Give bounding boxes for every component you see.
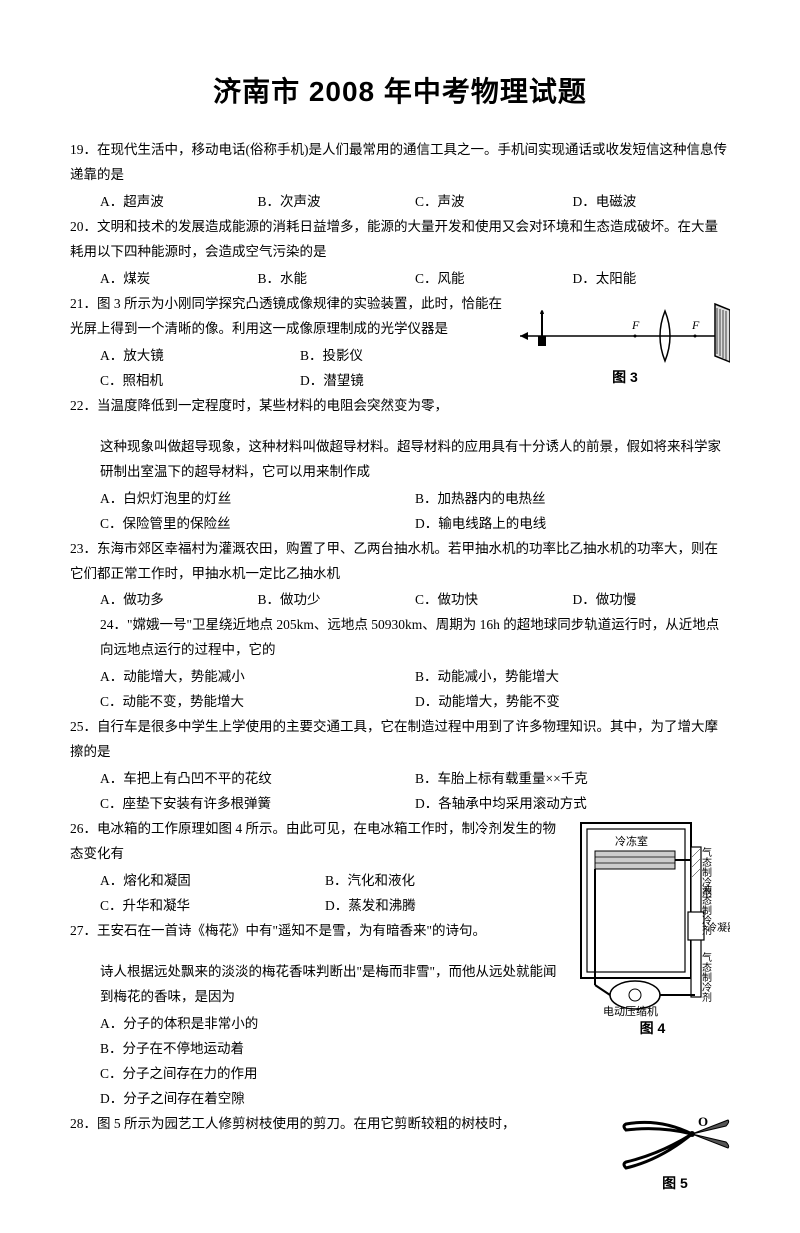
q25-opt-d: D．各轴承中均采用滚动方式 (415, 792, 730, 817)
q21-opt-c: C．照相机 (100, 369, 300, 394)
question-25: 25．自行车是很多中学生上学使用的主要交通工具，它在制造过程中用到了许多物理知识… (70, 715, 730, 765)
q24-opt-a: A．动能增大，势能减小 (100, 665, 415, 690)
refrigerator-diagram-icon: 冷冻室 (575, 817, 730, 1017)
q26-opt-c: C．升华和凝华 (100, 894, 325, 919)
q19-opt-b: B．次声波 (258, 190, 416, 215)
q22-stem1: 当温度降低到一定程度时，某些材料的电阻会突然变为零， (97, 398, 448, 413)
q22-options-row1: A．白炽灯泡里的灯丝 B．加热器内的电热丝 (70, 487, 730, 512)
q23-opt-a: A．做功多 (100, 588, 258, 613)
q21-options-row1: A．放大镜 B．投影仪 (70, 344, 500, 369)
q24-opt-b: B．动能减小，势能增大 (415, 665, 730, 690)
q23-options: A．做功多 B．做功少 C．做功快 D．做功慢 (70, 588, 730, 613)
q20-opt-d: D．太阳能 (573, 267, 731, 292)
svg-text:气态制冷剂: 气态制冷剂 (700, 951, 712, 1003)
svg-text:电动压缩机: 电动压缩机 (603, 1004, 658, 1017)
q22-options-row2: C．保险管里的保险丝 D．输电线路上的电线 (70, 512, 730, 537)
q24-options-row1: A．动能增大，势能减小 B．动能减小，势能增大 (70, 665, 730, 690)
lens-diagram-icon: F F (520, 296, 730, 366)
q21-options-row2: C．照相机 D．潜望镜 (70, 369, 500, 394)
q24-opt-c: C．动能不变，势能增大 (100, 690, 415, 715)
question-20: 20．文明和技术的发展造成能源的消耗日益增多，能源的大量开发和使用又会对环境和生… (70, 215, 730, 265)
q21-block: F F 图 3 21．图 3 所示为小刚同学探究凸透镜成像规律的实验装置，此时，… (70, 292, 730, 421)
figure-3: F F 图 3 (520, 296, 730, 388)
q19-options: A．超声波 B．次声波 C．声波 D．电磁波 (70, 190, 730, 215)
svg-text:冷凝器: 冷凝器 (707, 921, 730, 934)
q26-number: 26． (70, 821, 97, 836)
q20-opt-c: C．风能 (415, 267, 573, 292)
figure-3-caption: 图 3 (520, 368, 730, 388)
q22-stem2: 这种现象叫做超导现象，这种材料叫做超导材料。超导材料的应用具有十分诱人的前景，假… (70, 435, 730, 485)
exam-page: 济南市 2008 年中考物理试题 19．在现代生活中，移动电话(俗称手机)是人们… (0, 0, 800, 1233)
q26-opt-d: D．蒸发和沸腾 (325, 894, 550, 919)
q22-opt-b: B．加热器内的电热丝 (415, 487, 730, 512)
q25-opt-a: A．车把上有凸凹不平的花纹 (100, 767, 415, 792)
q27-stem1: 王安石在一首诗《梅花》中有"遥知不是雪，为有暗香来"的诗句。 (97, 923, 486, 938)
q25-stem: 自行车是很多中学生上学使用的主要交通工具，它在制造过程中用到了许多物理知识。其中… (70, 719, 718, 759)
q19-opt-a: A．超声波 (100, 190, 258, 215)
q20-opt-a: A．煤炭 (100, 267, 258, 292)
q27-opt-c: C．分子之间存在力的作用 (100, 1062, 730, 1087)
q28-stem: 图 5 所示为园艺工人修剪树枝使用的剪刀。在用它剪断较粗的树枝时， (97, 1116, 516, 1131)
q23-opt-d: D．做功慢 (573, 588, 731, 613)
q27-opt-b: B．分子在不停地运动着 (100, 1037, 730, 1062)
question-22: 22．当温度降低到一定程度时，某些材料的电阻会突然变为零， (70, 394, 730, 419)
q21-stem: 图 3 所示为小刚同学探究凸透镜成像规律的实验装置，此时，恰能在光屏上得到一个清… (70, 296, 502, 336)
figure-4-caption: 图 4 (575, 1019, 730, 1039)
figure-4: 冷冻室 (575, 817, 730, 1039)
q21-number: 21． (70, 296, 97, 311)
page-title: 济南市 2008 年中考物理试题 (70, 70, 730, 110)
q23-opt-c: C．做功快 (415, 588, 573, 613)
q23-stem: 东海市郊区幸福村为灌溉农田，购置了甲、乙两台抽水机。若甲抽水机的功率比乙抽水机的… (70, 541, 718, 581)
q26-stem: 电冰箱的工作原理如图 4 所示。由此可见，在电冰箱工作时，制冷剂发生的物态变化有 (70, 821, 556, 861)
q26-27-block: 冷冻室 (70, 817, 730, 1112)
q25-options-row1: A．车把上有凸凹不平的花纹 B．车胎上标有载重量××千克 (70, 767, 730, 792)
q25-number: 25． (70, 719, 97, 734)
scissors-icon: O (620, 1112, 730, 1172)
svg-text:F: F (631, 318, 640, 332)
q28-number: 28． (70, 1116, 97, 1131)
svg-text:冷冻室: 冷冻室 (615, 834, 648, 848)
svg-text:F: F (691, 318, 700, 332)
q24-number: 24． (100, 617, 127, 632)
q26-options-row1: A．熔化和凝固 B．汽化和液化 (70, 869, 550, 894)
q19-opt-c: C．声波 (415, 190, 573, 215)
figure-5: O 图 5 (620, 1112, 730, 1194)
q23-number: 23． (70, 541, 97, 556)
q26-opt-b: B．汽化和液化 (325, 869, 550, 894)
q25-opt-b: B．车胎上标有载重量××千克 (415, 767, 730, 792)
q19-number: 19． (70, 142, 97, 157)
q26-opt-a: A．熔化和凝固 (100, 869, 325, 894)
q24-opt-d: D．动能增大，势能不变 (415, 690, 730, 715)
q20-options: A．煤炭 B．水能 C．风能 D．太阳能 (70, 267, 730, 292)
q25-opt-c: C．座垫下安装有许多根弹簧 (100, 792, 415, 817)
question-23: 23．东海市郊区幸福村为灌溉农田，购置了甲、乙两台抽水机。若甲抽水机的功率比乙抽… (70, 537, 730, 587)
q22-opt-a: A．白炽灯泡里的灯丝 (100, 487, 415, 512)
q24-stem: "嫦娥一号"卫星绕近地点 205km、远地点 50930km、周期为 16h 的… (100, 617, 719, 657)
q21-opt-b: B．投影仪 (300, 344, 500, 369)
q19-opt-d: D．电磁波 (573, 190, 731, 215)
q21-opt-a: A．放大镜 (100, 344, 300, 369)
svg-text:O: O (698, 1114, 708, 1129)
question-24: 24．"嫦娥一号"卫星绕近地点 205km、远地点 50930km、周期为 16… (70, 613, 730, 663)
q27-number: 27． (70, 923, 97, 938)
figure-5-caption: 图 5 (620, 1174, 730, 1194)
q23-opt-b: B．做功少 (258, 588, 416, 613)
q19-stem: 在现代生活中，移动电话(俗称手机)是人们最常用的通信工具之一。手机间实现通话或收… (70, 142, 727, 182)
q27-opt-d: D．分子之间存在着空隙 (100, 1087, 730, 1112)
q20-number: 20． (70, 219, 97, 234)
q24-options-row2: C．动能不变，势能增大 D．动能增大，势能不变 (70, 690, 730, 715)
q20-opt-b: B．水能 (258, 267, 416, 292)
q22-opt-d: D．输电线路上的电线 (415, 512, 730, 537)
spacer (70, 421, 730, 435)
q21-opt-d: D．潜望镜 (300, 369, 500, 394)
q22-opt-c: C．保险管里的保险丝 (100, 512, 415, 537)
q25-options-row2: C．座垫下安装有许多根弹簧 D．各轴承中均采用滚动方式 (70, 792, 730, 817)
question-19: 19．在现代生活中，移动电话(俗称手机)是人们最常用的通信工具之一。手机间实现通… (70, 138, 730, 188)
q22-number: 22． (70, 398, 97, 413)
q20-stem: 文明和技术的发展造成能源的消耗日益增多，能源的大量开发和使用又会对环境和生态造成… (70, 219, 718, 259)
q28-block: O 图 5 28．图 5 所示为园艺工人修剪树枝使用的剪刀。在用它剪断较粗的树枝… (70, 1112, 730, 1194)
q26-options-row2: C．升华和凝华 D．蒸发和沸腾 (70, 894, 550, 919)
